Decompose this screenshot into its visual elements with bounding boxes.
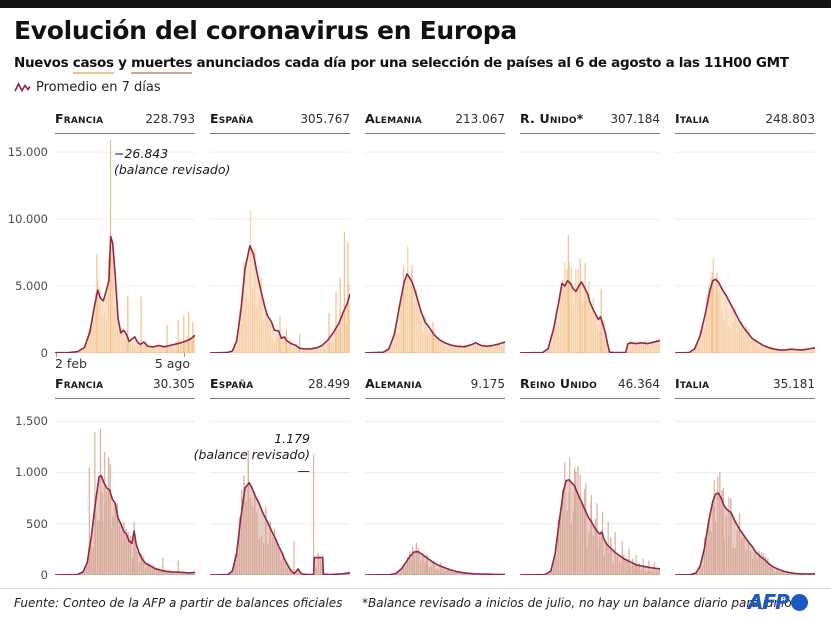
annotation-value: −26.843 — [114, 146, 169, 161]
ytick-cases-10000: 10.000 — [7, 212, 48, 226]
afp-logo-circle-icon — [790, 593, 808, 611]
chart-header: España 305.767 — [210, 111, 350, 134]
ytick-deaths-500: 500 — [26, 517, 48, 531]
deaths-plot-italia — [675, 420, 815, 575]
chart-header: Reino Unido 46.364 — [520, 376, 660, 399]
chart-header: R. Unido* 307.184 — [520, 111, 660, 134]
zigzag-line-icon — [14, 82, 31, 93]
chart-header: Alemania 9.175 — [365, 376, 505, 399]
total-value: 28.499 — [308, 377, 350, 391]
chart-cases-espana: España 305.767 — [210, 111, 350, 353]
chart-header: España 28.499 — [210, 376, 350, 399]
chart-deaths-alemania: Alemania 9.175 — [365, 376, 505, 575]
deaths-plot-francia — [55, 420, 195, 575]
chart-cases-francia: Francia 228.793 — [55, 111, 195, 353]
legend-7day-average: Promedio en 7 días — [14, 80, 161, 95]
country-label: Alemania — [365, 376, 422, 391]
annotation-francia-revision: −26.843 (balance revisado) — [114, 146, 254, 178]
ytick-deaths-1500: 1.500 — [15, 414, 48, 428]
chart-header: Italia 248.803 — [675, 111, 815, 134]
chart-header: Italia 35.181 — [675, 376, 815, 399]
ytick-cases-15000: 15.000 — [7, 145, 48, 159]
ytick-cases-0: 0 — [40, 346, 48, 360]
cases-plot-runido — [520, 151, 660, 353]
legend-label: Promedio en 7 días — [36, 80, 161, 95]
chart-deaths-espana: España 28.499 — [210, 376, 350, 575]
subtitle-pre: Nuevos — [14, 55, 73, 71]
cases-plot-alemania — [365, 151, 505, 353]
subtitle-word-cases: casos — [72, 55, 114, 74]
country-label: Francia — [55, 376, 104, 391]
total-value: 30.305 — [153, 377, 195, 391]
source-note: Fuente: Conteo de la AFP a partir de bal… — [14, 596, 343, 610]
annotation-espana-revision: 1.179 (balance revisado) — — [188, 431, 310, 479]
total-value: 46.364 — [618, 377, 660, 391]
total-value: 213.067 — [455, 112, 505, 126]
deaths-plot-reinounido — [520, 420, 660, 575]
xtick-end — [184, 353, 185, 357]
afp-logo-text: AFP — [748, 590, 790, 614]
total-value: 35.181 — [773, 377, 815, 391]
subtitle-post: anunciados cada día por una selección de… — [192, 55, 789, 71]
revision-footnote: *Balance revisado a inicios de julio, no… — [362, 596, 792, 610]
cases-plot-espana — [210, 151, 350, 353]
country-label: Italia — [675, 111, 710, 126]
annotation-note: (balance revisado) — — [193, 447, 310, 478]
country-label: Francia — [55, 111, 104, 126]
total-value: 228.793 — [145, 112, 195, 126]
chart-cases-runido: R. Unido* 307.184 — [520, 111, 660, 353]
total-value: 307.184 — [610, 112, 660, 126]
annotation-value: 1.179 — [274, 431, 310, 446]
cases-plot-francia — [55, 140, 195, 353]
total-value: 248.803 — [765, 112, 815, 126]
ytick-cases-5000: 5.000 — [15, 279, 48, 293]
chart-deaths-reinounido: Reino Unido 46.364 — [520, 376, 660, 575]
cases-plot-italia — [675, 151, 815, 353]
subtitle-word-deaths: muertes — [131, 55, 192, 74]
ytick-deaths-0: 0 — [40, 568, 48, 582]
deaths-plot-alemania — [365, 420, 505, 575]
country-label: España — [210, 111, 254, 126]
country-label: R. Unido* — [520, 111, 584, 126]
country-label: Reino Unido — [520, 376, 598, 391]
chart-header: Francia 228.793 — [55, 111, 195, 134]
ytick-deaths-1000: 1.000 — [15, 465, 48, 479]
chart-deaths-francia: Francia 30.305 — [55, 376, 195, 575]
chart-deaths-italia: Italia 35.181 — [675, 376, 815, 575]
afp-logo: AFP — [748, 590, 808, 614]
footer-divider — [0, 588, 831, 589]
country-label: España — [210, 376, 254, 391]
chart-header: Alemania 213.067 — [365, 111, 505, 134]
page-title: Evolución del coronavirus en Europa — [14, 16, 517, 45]
xlabel-start: 2 feb — [55, 356, 87, 371]
country-label: Alemania — [365, 111, 422, 126]
country-label: Italia — [675, 376, 710, 391]
chart-cases-italia: Italia 248.803 — [675, 111, 815, 353]
subtitle-mid: y — [113, 55, 132, 71]
subtitle: Nuevos casos y muertes anunciados cada d… — [14, 55, 789, 74]
annotation-note: (balance revisado) — [114, 162, 231, 177]
total-value: 305.767 — [300, 112, 350, 126]
xlabel-end: 5 ago — [154, 356, 190, 371]
xtick-start — [56, 353, 57, 357]
deaths-plot-espana — [210, 420, 350, 575]
chart-header: Francia 30.305 — [55, 376, 195, 399]
top-border-bar — [0, 0, 831, 8]
chart-cases-alemania: Alemania 213.067 — [365, 111, 505, 353]
total-value: 9.175 — [470, 377, 505, 391]
